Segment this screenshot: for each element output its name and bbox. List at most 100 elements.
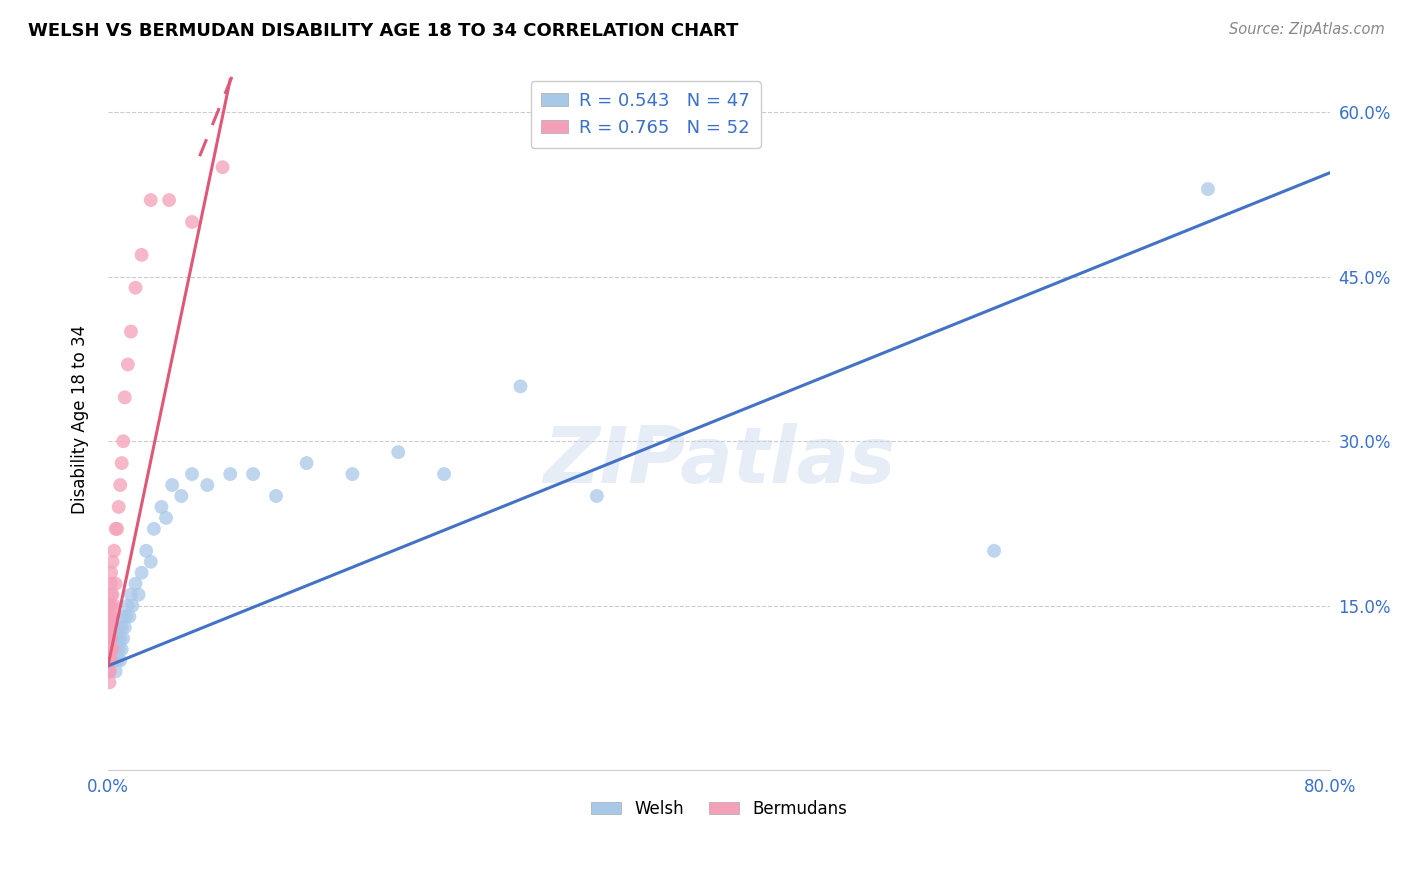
Y-axis label: Disability Age 18 to 34: Disability Age 18 to 34	[72, 325, 89, 514]
Text: Source: ZipAtlas.com: Source: ZipAtlas.com	[1229, 22, 1385, 37]
Point	[211, 160, 233, 174]
Point	[104, 522, 127, 536]
Point	[242, 467, 264, 481]
Point	[98, 665, 121, 679]
Point	[98, 599, 121, 613]
Point	[100, 566, 122, 580]
Point	[103, 632, 125, 646]
Point	[98, 609, 121, 624]
Point	[98, 653, 121, 667]
Point	[128, 588, 150, 602]
Point	[104, 576, 127, 591]
Point	[98, 665, 121, 679]
Point	[111, 642, 134, 657]
Point	[139, 555, 162, 569]
Point	[100, 588, 122, 602]
Point	[117, 599, 139, 613]
Point	[107, 642, 129, 657]
Point	[98, 632, 121, 646]
Point	[98, 653, 121, 667]
Point	[181, 215, 204, 229]
Point	[433, 467, 456, 481]
Point	[101, 642, 124, 657]
Point	[103, 653, 125, 667]
Point	[98, 675, 121, 690]
Point	[101, 653, 124, 667]
Point	[108, 653, 131, 667]
Point	[124, 281, 146, 295]
Point	[100, 599, 122, 613]
Point	[100, 609, 122, 624]
Point	[108, 632, 131, 646]
Point	[104, 665, 127, 679]
Point	[387, 445, 409, 459]
Point	[98, 653, 121, 667]
Legend: Welsh, Bermudans: Welsh, Bermudans	[585, 794, 853, 825]
Point	[101, 642, 124, 657]
Point	[342, 467, 364, 481]
Point	[100, 653, 122, 667]
Point	[114, 620, 136, 634]
Point	[98, 620, 121, 634]
Point	[120, 325, 142, 339]
Point	[98, 609, 121, 624]
Point	[107, 620, 129, 634]
Point	[100, 642, 122, 657]
Point	[98, 632, 121, 646]
Point	[101, 609, 124, 624]
Point	[100, 653, 122, 667]
Point	[104, 642, 127, 657]
Point	[98, 620, 121, 634]
Point	[98, 620, 121, 634]
Point	[112, 609, 135, 624]
Point	[160, 478, 183, 492]
Point	[157, 193, 180, 207]
Point	[103, 599, 125, 613]
Point	[111, 620, 134, 634]
Point	[295, 456, 318, 470]
Point	[181, 467, 204, 481]
Point	[111, 456, 134, 470]
Point	[150, 500, 173, 514]
Point	[98, 642, 121, 657]
Point	[100, 632, 122, 646]
Point	[112, 632, 135, 646]
Point	[983, 543, 1005, 558]
Point	[98, 653, 121, 667]
Point	[118, 609, 141, 624]
Point	[131, 566, 153, 580]
Point	[105, 632, 128, 646]
Point	[98, 642, 121, 657]
Point	[101, 555, 124, 569]
Text: WELSH VS BERMUDAN DISABILITY AGE 18 TO 34 CORRELATION CHART: WELSH VS BERMUDAN DISABILITY AGE 18 TO 3…	[28, 22, 738, 40]
Point	[131, 248, 153, 262]
Point	[1197, 182, 1219, 196]
Point	[114, 390, 136, 404]
Point	[264, 489, 287, 503]
Point	[219, 467, 242, 481]
Point	[135, 543, 157, 558]
Point	[98, 599, 121, 613]
Point	[121, 599, 143, 613]
Point	[100, 576, 122, 591]
Point	[124, 576, 146, 591]
Point	[98, 665, 121, 679]
Point	[142, 522, 165, 536]
Point	[155, 511, 177, 525]
Point	[117, 358, 139, 372]
Point	[112, 434, 135, 449]
Point	[108, 478, 131, 492]
Point	[107, 500, 129, 514]
Point	[139, 193, 162, 207]
Point	[509, 379, 531, 393]
Point	[98, 620, 121, 634]
Point	[98, 642, 121, 657]
Point	[586, 489, 609, 503]
Text: ZIPatlas: ZIPatlas	[543, 424, 896, 500]
Point	[195, 478, 218, 492]
Point	[105, 653, 128, 667]
Point	[115, 609, 138, 624]
Point	[101, 588, 124, 602]
Point	[170, 489, 193, 503]
Point	[103, 543, 125, 558]
